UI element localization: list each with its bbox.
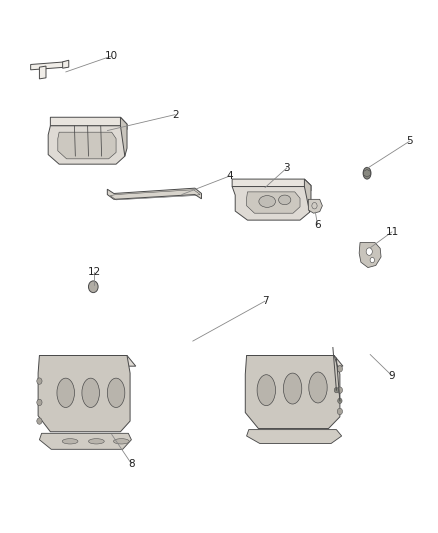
Polygon shape	[232, 187, 310, 220]
Circle shape	[366, 248, 372, 255]
Polygon shape	[308, 199, 322, 213]
Polygon shape	[245, 356, 340, 429]
Ellipse shape	[62, 439, 78, 444]
Text: 9: 9	[389, 371, 396, 381]
Text: 12: 12	[88, 267, 101, 277]
Polygon shape	[39, 356, 136, 366]
Ellipse shape	[113, 439, 129, 444]
Text: 5: 5	[406, 136, 413, 146]
Circle shape	[338, 398, 342, 403]
Polygon shape	[232, 179, 311, 191]
Text: 4: 4	[226, 171, 233, 181]
Ellipse shape	[283, 373, 302, 404]
Text: 10: 10	[105, 51, 118, 61]
Text: 3: 3	[283, 163, 290, 173]
Text: 11: 11	[385, 227, 399, 237]
Polygon shape	[39, 433, 131, 449]
Text: 2: 2	[172, 110, 179, 119]
Polygon shape	[58, 132, 116, 159]
Polygon shape	[247, 430, 342, 443]
Text: 8: 8	[128, 459, 135, 469]
Polygon shape	[304, 179, 311, 212]
Polygon shape	[107, 188, 201, 199]
Circle shape	[337, 366, 343, 372]
Polygon shape	[120, 117, 127, 156]
Polygon shape	[359, 243, 381, 268]
Circle shape	[370, 257, 374, 263]
Polygon shape	[39, 66, 46, 79]
Polygon shape	[48, 126, 125, 164]
Circle shape	[88, 281, 98, 293]
Circle shape	[337, 387, 343, 393]
Text: 7: 7	[261, 296, 268, 306]
Ellipse shape	[259, 196, 276, 207]
Circle shape	[37, 399, 42, 406]
Circle shape	[37, 378, 42, 384]
Ellipse shape	[57, 378, 74, 407]
Circle shape	[37, 418, 42, 424]
Ellipse shape	[107, 378, 125, 407]
Polygon shape	[247, 356, 343, 366]
Ellipse shape	[82, 378, 99, 407]
Text: 6: 6	[314, 220, 321, 230]
Circle shape	[334, 387, 339, 393]
Ellipse shape	[309, 372, 327, 403]
Polygon shape	[31, 62, 66, 70]
Ellipse shape	[363, 167, 371, 179]
Ellipse shape	[257, 375, 276, 406]
Polygon shape	[38, 356, 130, 432]
Polygon shape	[50, 117, 127, 130]
Polygon shape	[247, 192, 300, 213]
Polygon shape	[63, 60, 69, 68]
Circle shape	[337, 408, 343, 415]
Ellipse shape	[88, 439, 104, 444]
Ellipse shape	[279, 195, 291, 205]
